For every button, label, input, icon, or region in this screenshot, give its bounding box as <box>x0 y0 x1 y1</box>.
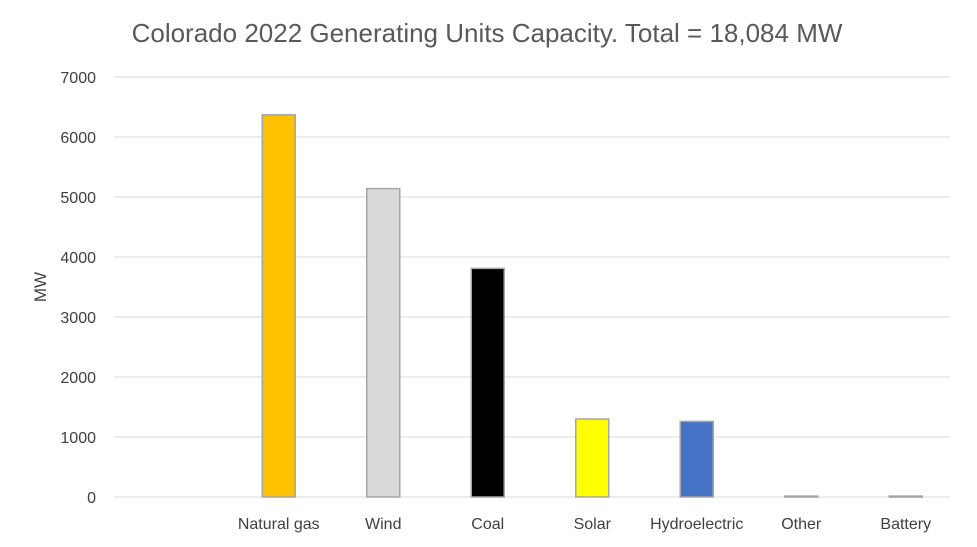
x-tick-label: Other <box>781 516 822 533</box>
x-tick-label: Wind <box>365 516 401 533</box>
x-tick-label: Natural gas <box>238 516 320 533</box>
x-tick-label: Hydroelectric <box>650 516 743 533</box>
x-tick-label: Solar <box>574 516 612 533</box>
bar-battery <box>888 495 923 498</box>
y-tick-label: 5000 <box>60 190 96 207</box>
y-axis-label: MW <box>31 272 50 302</box>
bar-coal <box>470 267 505 498</box>
y-tick-label: 3000 <box>60 310 96 327</box>
gridlines <box>114 76 950 498</box>
y-tick-label: 0 <box>87 490 96 507</box>
y-tick-label: 2000 <box>60 370 96 387</box>
y-tick-label: 7000 <box>60 70 96 87</box>
y-axis-ticks: 0 1000 2000 3000 4000 5000 6000 7000 <box>60 70 96 507</box>
y-tick-label: 1000 <box>60 430 96 447</box>
bar-natural-gas <box>261 114 296 498</box>
x-axis-ticks: Natural gas Wind Coal Solar Hydroelectric Oth… <box>238 516 931 533</box>
bars <box>261 114 923 498</box>
bar-solar <box>575 418 610 498</box>
chart-title: Colorado 2022 Generating Units Capacity.… <box>132 18 843 48</box>
x-tick-label: Battery <box>880 516 931 533</box>
y-tick-label: 4000 <box>60 250 96 267</box>
bar-wind <box>366 187 401 498</box>
bar-other <box>784 495 819 498</box>
x-tick-label: Coal <box>471 516 504 533</box>
y-tick-label: 6000 <box>60 130 96 147</box>
bar-hydroelectric <box>679 420 714 498</box>
